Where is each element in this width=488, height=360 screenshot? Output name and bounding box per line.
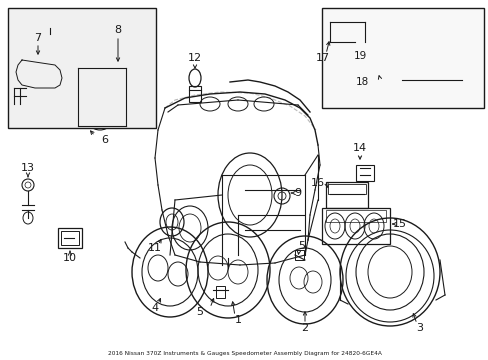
Text: 16: 16 [310,178,325,188]
Text: 6: 6 [102,135,108,145]
Text: 3: 3 [416,323,423,333]
Bar [321,8,483,108]
Bar [61,231,79,245]
Text: 8: 8 [114,25,122,35]
Text: 14: 14 [352,143,366,153]
Text: 11: 11 [148,243,162,253]
Bar [294,250,304,260]
Text: 13: 13 [21,163,35,173]
Bar [399,72,467,96]
Bar [321,208,389,244]
Bar [58,228,82,248]
Bar [327,184,365,194]
Bar [355,165,373,181]
Text: 7: 7 [34,33,41,43]
Bar [189,86,201,102]
Text: 5: 5 [298,241,305,251]
Text: 18: 18 [355,77,368,87]
Bar [325,182,367,208]
Text: 2: 2 [301,323,308,333]
Text: 5: 5 [196,307,203,317]
Text: 19: 19 [353,51,366,61]
Bar [216,286,224,298]
Text: 2016 Nissan 370Z Instruments & Gauges Speedometer Assembly Diagram for 24820-6GE: 2016 Nissan 370Z Instruments & Gauges Sp… [107,351,381,356]
Text: 17: 17 [315,53,329,63]
Text: 4: 4 [151,303,158,313]
Bar [357,58,393,76]
Bar [325,210,385,222]
Text: 9: 9 [294,188,301,198]
Text: 10: 10 [63,253,77,263]
Text: 15: 15 [392,219,406,229]
Text: 1: 1 [234,315,241,325]
Text: 12: 12 [187,53,202,63]
Bar [8,8,156,128]
